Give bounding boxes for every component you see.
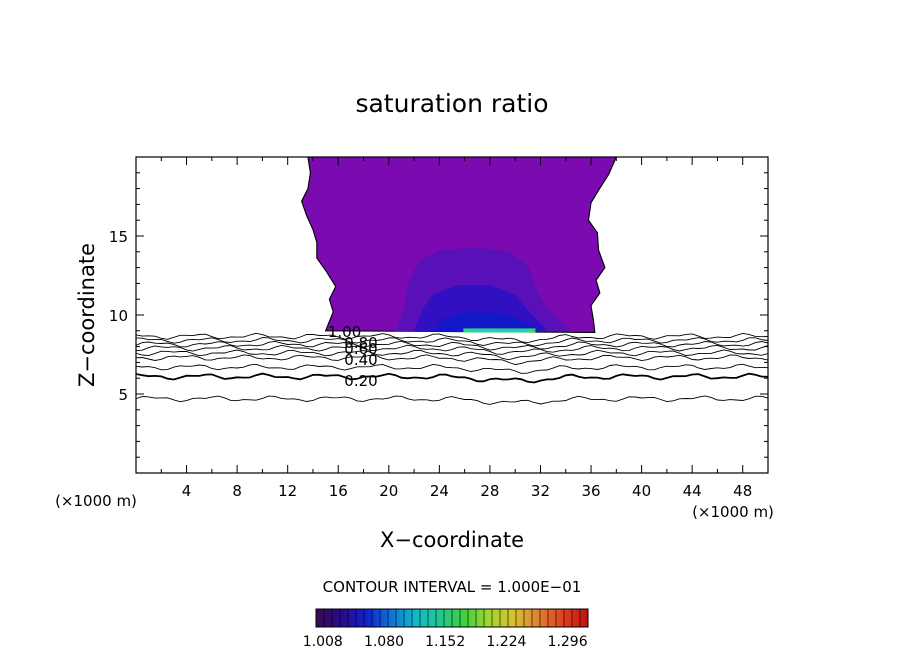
x-tick-label: 40	[632, 482, 651, 500]
contour-interval-note: CONTOUR INTERVAL = 1.000E−01	[323, 578, 582, 596]
y-axis-label: Z−coordinate	[75, 243, 99, 387]
contour-line	[136, 395, 768, 405]
x-tick-label: 28	[480, 482, 499, 500]
colorbar-tick-label: 1.224	[486, 634, 526, 650]
contour-line	[136, 354, 768, 365]
x-tick-label: 4	[182, 482, 192, 500]
x-tick-label: 20	[379, 482, 398, 500]
x-tick-label: 8	[232, 482, 242, 500]
outer-plume	[301, 157, 617, 333]
x-tick-label: 24	[430, 482, 449, 500]
colorbar-ticks: 1.008 1.080 1.152 1.224 1.296	[303, 609, 589, 650]
x-tick-label: 48	[733, 482, 752, 500]
contour-label: 0.80	[344, 334, 377, 352]
peak-band-inner	[470, 329, 528, 331]
chart-title: saturation ratio	[355, 89, 548, 118]
contour-line	[136, 363, 768, 374]
colorbar-tick-label: 1.080	[364, 634, 404, 650]
y-tick-label: 5	[118, 386, 128, 404]
colorbar-tick-label: 1.296	[548, 634, 588, 650]
core-plume	[433, 311, 541, 332]
contour-line	[136, 337, 768, 347]
x-axis-label: X−coordinate	[380, 528, 524, 552]
x-tick-label: 44	[683, 482, 702, 500]
contour-labels: 0.20 0.400.600.801.00	[328, 323, 378, 390]
x-axis: 4 8 12 16 20 24 28 32 36 40 44 48	[160, 157, 752, 500]
contour-label: 1.00	[328, 323, 361, 341]
contour-line	[136, 344, 768, 355]
contour-line	[136, 349, 768, 361]
x-unit-right: (×1000 m)	[692, 503, 774, 521]
y-tick-label: 10	[109, 307, 128, 325]
x-unit-left: (×1000 m)	[55, 492, 137, 510]
x-tick-label: 12	[278, 482, 297, 500]
contour-line	[136, 332, 768, 344]
colorbar-tick-label: 1.008	[303, 634, 343, 650]
contour-line	[136, 372, 768, 384]
contour-label: 0.60	[344, 340, 377, 358]
x-tick-label: 36	[581, 482, 600, 500]
shaded-region	[301, 157, 617, 333]
contour-line	[136, 340, 768, 351]
contour-label: 0.20	[344, 372, 377, 390]
x-tick-label: 32	[531, 482, 550, 500]
x-tick-label: 16	[329, 482, 348, 500]
y-axis: 5 10 15	[109, 172, 768, 458]
contour-lines	[136, 332, 768, 405]
contour-label: 0.40	[344, 351, 377, 369]
y-tick-label: 15	[109, 228, 128, 246]
colorbar-tick-label: 1.152	[425, 634, 465, 650]
